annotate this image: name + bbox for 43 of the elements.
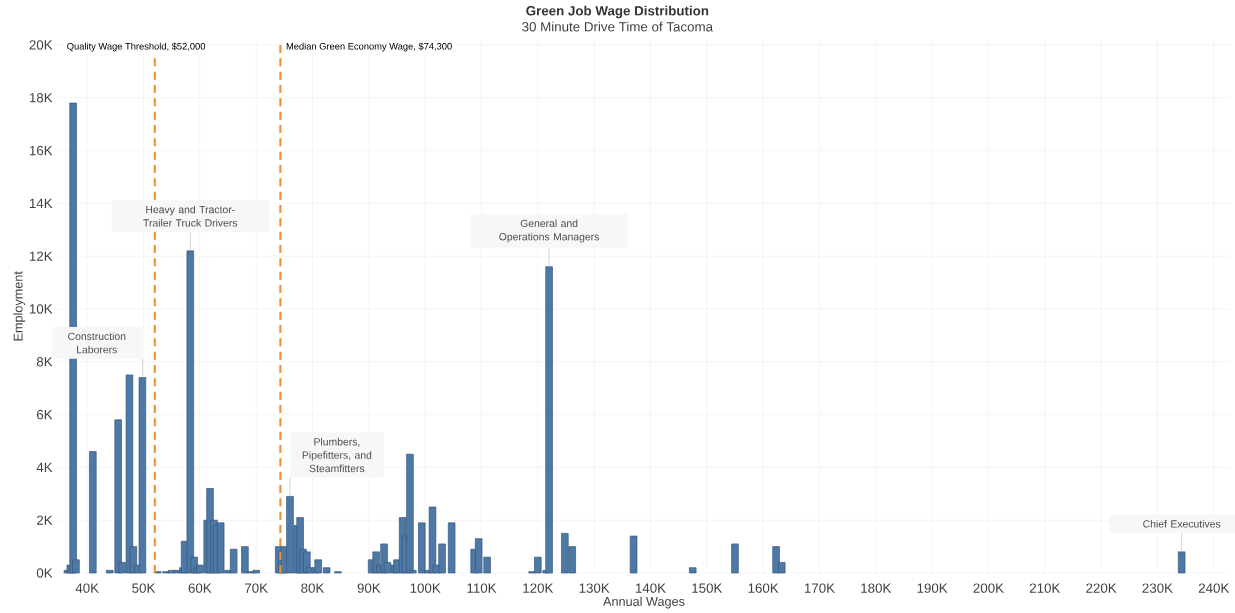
x-tick-label: 230K bbox=[1142, 583, 1173, 593]
x-tick-label: 150K bbox=[692, 583, 723, 593]
x-tick-label: 70K bbox=[245, 583, 268, 593]
x-axis-title: Annual Wages bbox=[603, 596, 685, 609]
x-tick-label: 170K bbox=[804, 583, 835, 593]
x-tick-label: 60K bbox=[188, 583, 212, 593]
y-tick-label: 6K bbox=[36, 409, 53, 420]
annotation: Plumbers, Pipefitters, and Steamfitters bbox=[302, 437, 372, 473]
x-tick-label: 80K bbox=[301, 583, 325, 593]
ref-line-label: Quality Wage Threshold, $52,000 bbox=[67, 42, 206, 52]
x-tick-label: 160K bbox=[748, 583, 779, 593]
annotation: General and Operations Managers bbox=[499, 219, 599, 243]
y-tick-label: 2K bbox=[36, 515, 53, 525]
x-tick-label: 120K bbox=[523, 583, 554, 593]
x-tick-label: 100K bbox=[410, 583, 441, 593]
y-tick-label: 16K bbox=[29, 145, 53, 156]
x-tick-label: 40K bbox=[75, 583, 99, 593]
x-tick-label: 210K bbox=[1029, 583, 1061, 593]
x-tick-label: 180K bbox=[861, 583, 892, 593]
y-tick-label: 18K bbox=[29, 93, 53, 103]
annotation: Construction Laborers bbox=[68, 332, 126, 354]
y-tick-label: 14K bbox=[29, 198, 53, 208]
y-axis-title: Employment bbox=[13, 271, 26, 341]
x-tick-label: 240K bbox=[1198, 583, 1230, 593]
y-tick-label: 10K bbox=[29, 304, 53, 314]
x-tick-label: 90K bbox=[357, 583, 381, 593]
y-tick-label: 8K bbox=[36, 357, 53, 367]
annotation: Heavy and Tractor-Trailer Truck Drivers bbox=[143, 205, 238, 227]
ref-line-label: Median Green Economy Wage, $74,300 bbox=[286, 42, 452, 52]
x-tick-label: 190K bbox=[917, 583, 948, 593]
y-tick-label: 12K bbox=[29, 251, 53, 261]
y-tick-label: 0K bbox=[36, 568, 53, 578]
y-tick-label: 20K bbox=[29, 40, 53, 50]
y-tick-label: 4K bbox=[36, 462, 53, 472]
chart-title: Green Job Wage Distribution bbox=[526, 5, 709, 19]
x-tick-label: 220K bbox=[1086, 583, 1117, 593]
x-tick-label: 200K bbox=[973, 583, 1004, 593]
chart-subtitle: 30 Minute Drive Time of Tacoma bbox=[522, 21, 714, 32]
x-tick-label: 130K bbox=[579, 583, 610, 593]
x-tick-label: 50K bbox=[132, 583, 156, 593]
x-tick-label: 110K bbox=[467, 583, 497, 593]
annotation: Chief Executives bbox=[1143, 519, 1221, 528]
x-tick-label: 140K bbox=[635, 583, 666, 593]
